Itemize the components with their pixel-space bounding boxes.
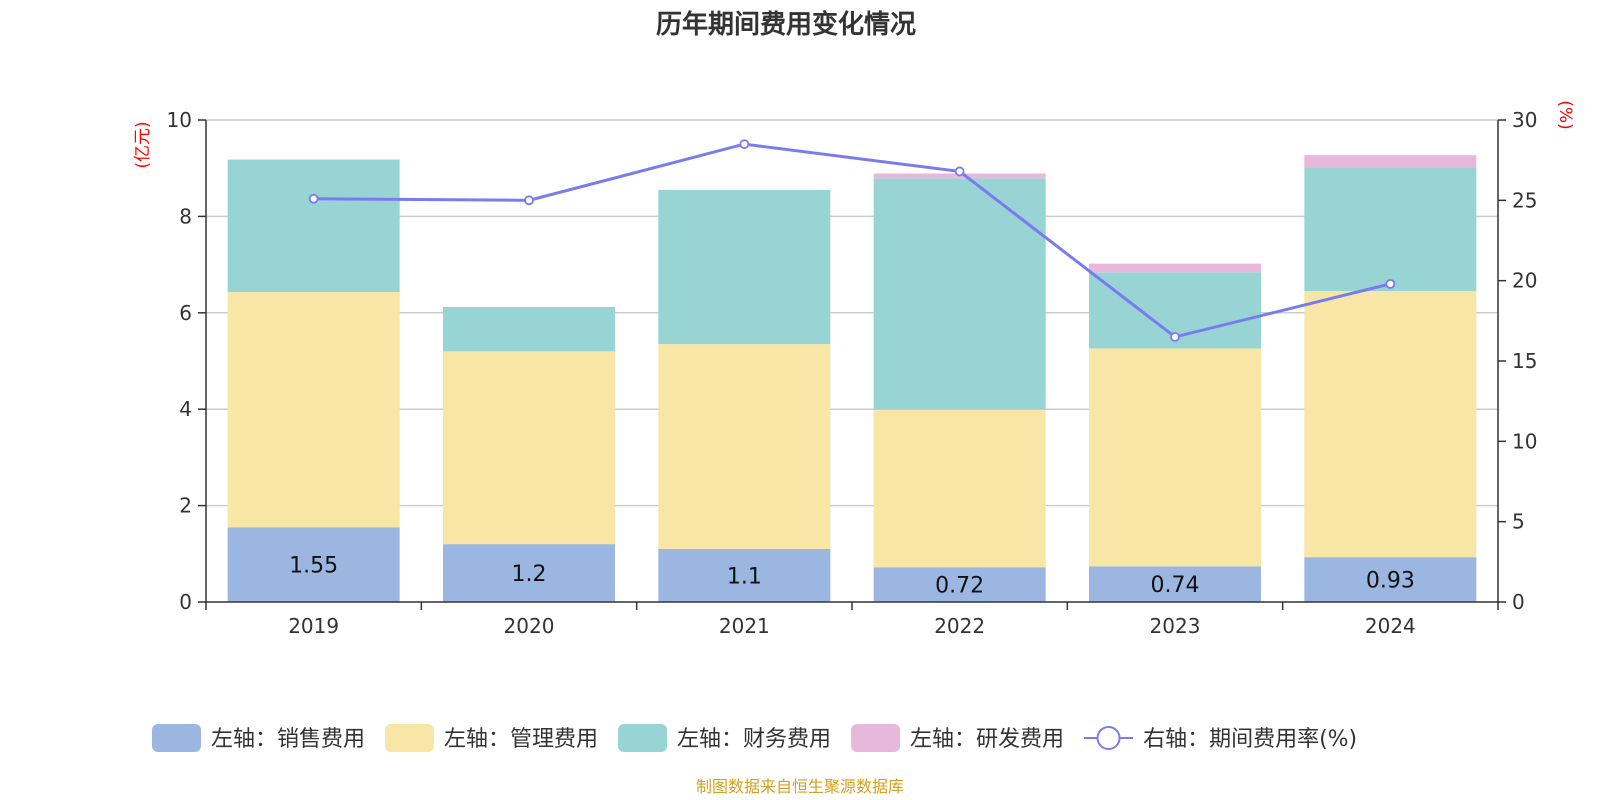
bar-2-2 (658, 189, 831, 345)
bar-1-3 (873, 409, 1046, 568)
bar-labels: 1.55 1.2 1.1 0.72 0.74 0.93 (289, 554, 1415, 599)
source-note: 制图数据来自恒生聚源数据库 (696, 777, 904, 796)
bar-value-label: 1.1 (727, 564, 762, 589)
legend-label-1: 左轴：管理费用 (444, 727, 598, 752)
bar-value-label: 0.72 (935, 574, 984, 599)
rate-line-path (313, 142, 1391, 339)
x-tick-label: 2024 (1365, 614, 1416, 638)
bar-1-0 (227, 292, 400, 528)
legend-swatch-0 (152, 724, 201, 752)
bar-0-1 (443, 544, 615, 602)
right-tick-label: 5 (1512, 510, 1525, 534)
bar-0-3 (873, 567, 1046, 602)
legend-marker (1096, 726, 1121, 750)
x-tick-label: 2020 (504, 614, 555, 638)
bar-0-0 (227, 527, 400, 602)
right-tick-label: 20 (1512, 269, 1537, 293)
bar-0-4 (1089, 566, 1261, 602)
rate-point-5 (1385, 278, 1396, 289)
bar-1-1 (443, 351, 615, 545)
bar-value-label: 0.93 (1366, 569, 1415, 594)
legend-swatch-1 (385, 724, 435, 752)
bar-1-2 (658, 344, 831, 549)
left-tick-label: 4 (179, 397, 192, 421)
legend-swatch-2 (618, 724, 668, 752)
legend-label-2: 左轴：财务费用 (677, 727, 831, 752)
bar-value-label: 0.74 (1151, 573, 1200, 598)
bar-3-4 (1089, 263, 1261, 273)
bars (227, 155, 1477, 602)
rate-point-4 (1170, 331, 1180, 342)
gridlines (206, 119, 1498, 507)
right-tick-label: 10 (1512, 429, 1537, 453)
bar-1-5 (1304, 291, 1477, 558)
bar-1-4 (1089, 348, 1261, 567)
axes: 0 2 4 6 8 10 0 5 10 15 20 25 30 2019 2020 2021 2022 2023 2… (167, 108, 1538, 638)
rate-point-1 (524, 195, 534, 206)
bar-value-label: 1.2 (512, 562, 547, 587)
chart-title: 历年期间费用变化情况 (656, 9, 916, 40)
bar-0-2 (658, 548, 831, 602)
bar-2-5 (1304, 167, 1477, 292)
bar-value-label: 1.55 (289, 554, 338, 579)
rate-point-0 (308, 193, 319, 204)
right-axis-unit: (%) (1555, 100, 1575, 129)
left-tick-label: 6 (179, 301, 192, 325)
legend-swatch-3 (851, 724, 901, 752)
left-tick-label: 8 (179, 204, 192, 228)
rate-line (308, 139, 1396, 342)
left-tick-label: 10 (167, 108, 192, 132)
left-tick-label: 2 (179, 494, 192, 518)
right-tick-label: 15 (1512, 349, 1537, 373)
x-tick-label: 2019 (288, 614, 339, 638)
right-tick-label: 0 (1512, 590, 1525, 614)
bar-0-5 (1304, 557, 1477, 602)
bar-2-3 (873, 178, 1046, 410)
x-tick-label: 2023 (1150, 614, 1201, 638)
left-axis-unit: (亿元) (133, 121, 153, 168)
x-tick-label: 2022 (934, 614, 985, 638)
rate-point-3 (954, 166, 965, 177)
rate-point-2 (739, 139, 750, 150)
right-tick-label: 30 (1512, 108, 1537, 132)
bar-2-0 (227, 159, 400, 293)
legend-label-0: 左轴：销售费用 (211, 727, 365, 752)
right-tick-label: 25 (1512, 188, 1537, 212)
left-tick-label: 0 (179, 590, 192, 614)
legend-label-3: 左轴：研发费用 (910, 727, 1064, 752)
bar-3-5 (1304, 155, 1477, 168)
legend-label-4: 右轴：期间费用率(%) (1143, 727, 1357, 752)
legend: 左轴：销售费用 左轴：管理费用 左轴：财务费用 左轴：研发费用 右轴：期间费用率(%) (152, 724, 1357, 752)
bar-2-1 (443, 307, 615, 352)
x-tick-label: 2021 (719, 614, 770, 638)
